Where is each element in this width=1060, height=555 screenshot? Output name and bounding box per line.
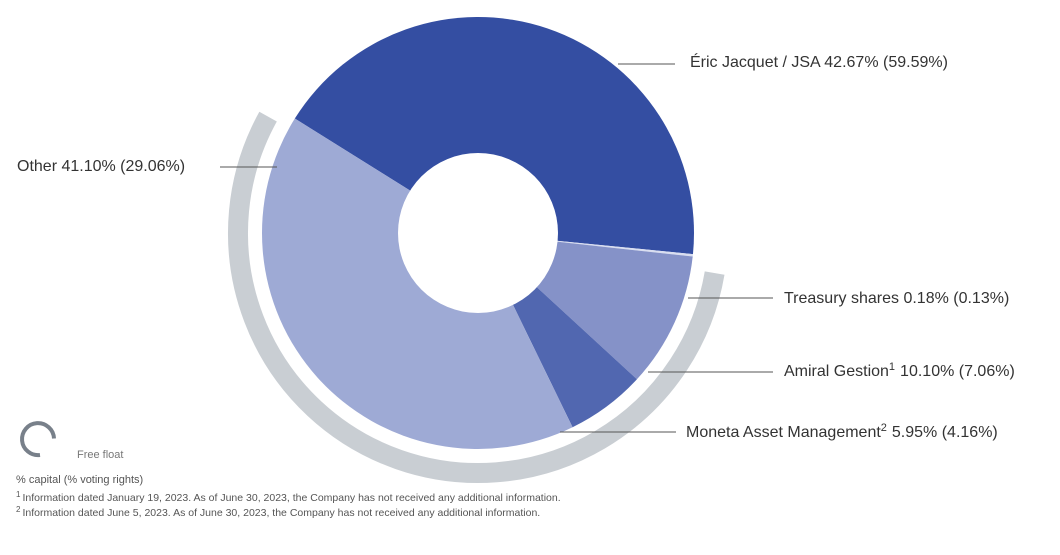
label-amiral-gestion-name: Amiral Gestion xyxy=(784,363,889,380)
footnote-1: 1 Information dated January 19, 2023. As … xyxy=(16,490,561,504)
label-moneta: Moneta Asset Management2 5.95% (4.16%) xyxy=(686,422,998,441)
label-other: Other 41.10% (29.06%) xyxy=(17,158,185,175)
chart-caption: % capital (% voting rights) xyxy=(16,474,144,486)
label-treasury-shares: Treasury shares 0.18% (0.13%) xyxy=(784,290,1009,307)
label-moneta-sup: 2 xyxy=(881,422,887,434)
free-float-legend-label: Free float xyxy=(77,449,124,461)
slice-ric-jacquet-jsa xyxy=(294,16,695,255)
leader-lines xyxy=(220,63,773,433)
free-float-arc-path xyxy=(228,111,725,483)
footnote-2-marker: 2 xyxy=(16,505,21,514)
footnote-1-marker: 1 xyxy=(16,490,21,499)
footnote-2: 2 Information dated June 5, 2023. As of J… xyxy=(16,505,541,519)
label-eric-jacquet: Éric Jacquet / JSA 42.67% (59.59%) xyxy=(690,52,948,71)
footnote-2-text: Information dated June 5, 2023. As of Ju… xyxy=(22,507,541,519)
free-float-arc xyxy=(228,111,725,483)
label-moneta-value: 5.95% (4.16%) xyxy=(892,424,998,441)
footnote-1-text: Information dated January 19, 2023. As o… xyxy=(22,492,561,504)
free-float-legend-icon xyxy=(20,421,56,458)
label-moneta-name: Moneta Asset Management xyxy=(686,424,881,441)
label-amiral-gestion-sup: 1 xyxy=(889,361,895,373)
donut-hole xyxy=(398,153,558,313)
label-amiral-gestion-value: 10.10% (7.06%) xyxy=(900,363,1015,380)
label-amiral-gestion: Amiral Gestion1 10.10% (7.06%) xyxy=(784,361,1015,380)
